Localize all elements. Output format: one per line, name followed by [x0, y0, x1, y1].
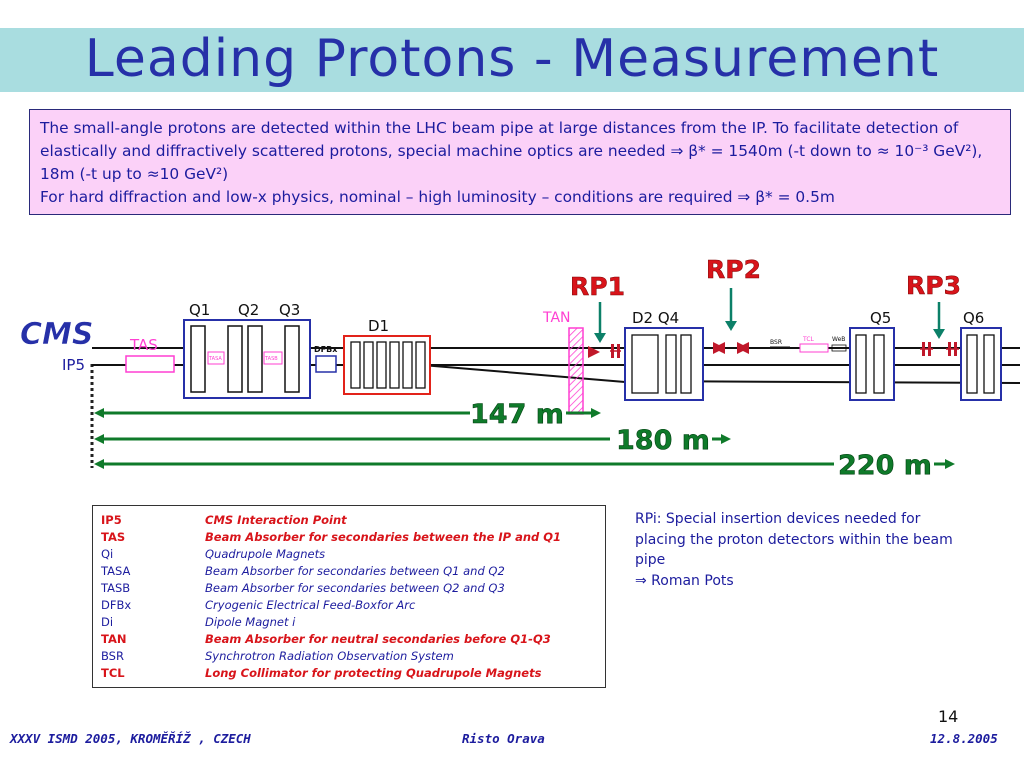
legend-term: TASA [101, 564, 131, 578]
legend-row: DFBx Cryogenic Electrical Feed-Boxfor Arc [101, 597, 597, 614]
rp3-roman-pot [920, 342, 959, 356]
beamline-diagram: CMS IP5 TAS Q1 Q2 Q3 TASA TASB DFBx D1 T… [20, 255, 1021, 481]
tcl-label: TCL [802, 336, 815, 343]
ip5-label: IP5 [62, 356, 85, 374]
legend-term: TAN [101, 632, 127, 646]
rp3-label: RP3 [906, 271, 961, 300]
distance-147-label: 147 m [470, 399, 564, 430]
distance-147-arrow [94, 408, 601, 418]
q2b-magnet [247, 325, 263, 393]
legend-description: CMS Interaction Point [205, 513, 347, 527]
legend-term: IP5 [101, 513, 122, 527]
q5-magnets [855, 334, 885, 394]
bsr-label: BSR [770, 339, 782, 346]
footer-date: 12.8.2005 [930, 731, 998, 746]
legend-description: Quadrupole Magnets [205, 547, 326, 561]
rp-note-conclusion: ⇒ Roman Pots [635, 572, 734, 589]
title-bar [0, 28, 1024, 92]
distance-180-label: 180 m [616, 425, 710, 456]
distance-220-arrow [94, 459, 955, 469]
q1-label: Q1 [189, 301, 210, 319]
rp1-arrow-head [594, 333, 606, 343]
legend-term: DFBx [101, 598, 132, 612]
dfbx-box [315, 355, 337, 373]
tasa-absorber [207, 351, 225, 365]
tan-absorber [568, 327, 584, 415]
tas-absorber [125, 355, 175, 373]
q3-label: Q3 [279, 301, 300, 319]
beam-line-diverge [409, 363, 626, 383]
legend-row: TCL Long Collimator for protecting Quadru… [101, 665, 597, 682]
legend-row: IP5 CMS Interaction Point [101, 512, 597, 529]
legend-term: TCL [101, 666, 125, 680]
legend-term: Di [101, 615, 114, 629]
tasb-absorber [263, 351, 283, 365]
page-number: 14 [938, 707, 959, 726]
rp2-roman-pot [713, 342, 749, 354]
cms-label: CMS [20, 317, 93, 352]
footer-author: Risto Orava [462, 731, 545, 746]
legend-row: Di Dipole Magnet i [101, 614, 597, 631]
rp1-label: RP1 [570, 272, 625, 301]
q1-q3-cryostat [183, 319, 311, 399]
roman-pots-note: RPi: Special insertion devices needed fo… [635, 509, 965, 591]
q2-label: Q2 [238, 301, 259, 319]
q5-label: Q5 [870, 309, 891, 327]
legend-row: TAN Beam Absorber for neutral secondaries… [101, 631, 597, 648]
rp-note-text: RPi: Special insertion devices needed fo… [635, 511, 953, 568]
legend-description: Beam Absorber for secondaries between Q2… [205, 581, 505, 595]
rp3-arrow-head [933, 329, 945, 339]
legend-description: Long Collimator for protecting Quadrupol… [205, 666, 542, 680]
tcl-collimator [799, 343, 829, 353]
rp1-roman-pot [588, 344, 621, 358]
distance-180-arrow [94, 434, 731, 444]
d2q4-label: D2 Q4 [632, 309, 679, 327]
tan-label: TAN [542, 310, 571, 326]
d2-q4-magnets [631, 334, 692, 394]
q1-magnet [190, 325, 206, 393]
tasa-label: TASA [208, 356, 222, 362]
q6-label: Q6 [963, 309, 984, 327]
q3-magnet [284, 325, 300, 393]
legend-description: Beam Absorber for neutral secondaries be… [205, 632, 551, 646]
legend-term: Qi [101, 547, 114, 561]
intro-text-luminosity: For hard diffraction and low-x physics, … [40, 188, 835, 206]
d1-label: D1 [368, 317, 389, 335]
d1-coils [350, 341, 426, 389]
d1-cryostat [343, 335, 431, 395]
q6-magnets [966, 334, 995, 394]
legend-row: BSR Synchrotron Radiation Observation Sys… [101, 648, 597, 665]
slide-title: Leading Protons - Measurement [84, 29, 940, 89]
distance-220-label: 220 m [838, 450, 932, 481]
legend-description: Beam Absorber for secondaries between th… [205, 530, 562, 544]
legend-row: TASA Beam Absorber for secondaries betwee… [101, 563, 597, 580]
dfbx-label: DFBx [314, 345, 338, 354]
legend-term: TASB [101, 581, 131, 595]
legend-term: TAS [101, 530, 126, 544]
web-label: WeB [832, 336, 845, 343]
web-marker [831, 344, 847, 352]
legend-row: TASB Beam Absorber for secondaries betwee… [101, 580, 597, 597]
q5-cryostat [849, 327, 895, 401]
legend-box: IP5 CMS Interaction Point TAS Beam Absorber… [92, 505, 606, 688]
legend-term: BSR [101, 649, 124, 663]
footer-conference: XXXV ISMD 2005, KROMĚŘÍŽ , CZECH [10, 731, 251, 746]
legend-row: TAS Beam Absorber for secondaries between… [101, 529, 597, 546]
intro-box: The small-angle protons are detected wit… [29, 109, 1011, 215]
intro-text-optics: The small-angle protons are detected wit… [40, 119, 983, 183]
legend-description: Synchrotron Radiation Observation System [205, 649, 454, 663]
tas-label: TAS [129, 336, 158, 354]
legend-row: Qi Quadrupole Magnets [101, 546, 597, 563]
q2a-magnet [227, 325, 243, 393]
rp2-arrow-head [725, 321, 737, 331]
d2-q4-cryostat [624, 327, 704, 401]
rp2-label: RP2 [706, 255, 761, 284]
tasb-label: TASB [264, 356, 278, 362]
legend-description: Dipole Magnet i [205, 615, 296, 629]
legend-description: Cryogenic Electrical Feed-Boxfor Arc [205, 598, 416, 612]
legend-description: Beam Absorber for secondaries between Q1… [205, 564, 505, 578]
